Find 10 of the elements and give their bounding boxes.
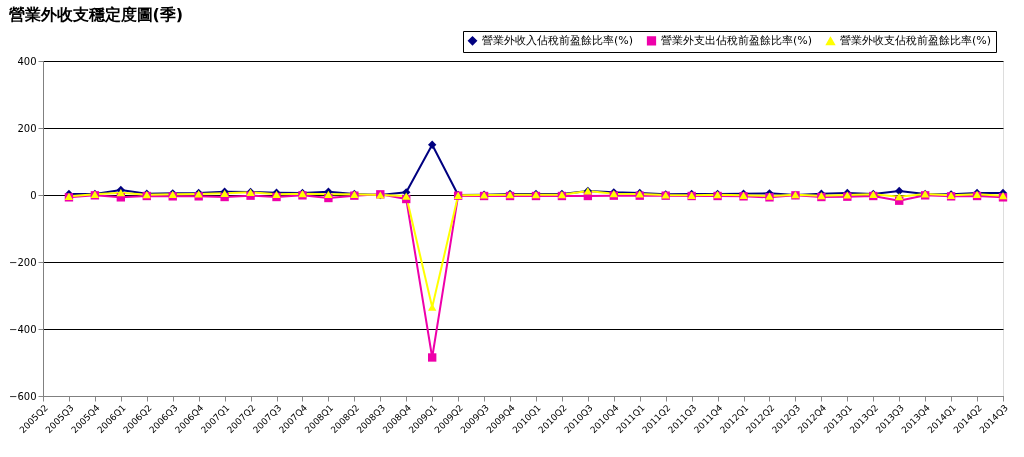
y-tick-label: 0: [30, 189, 37, 201]
legend-label: 營業外支出佔稅前盈餘比率(%): [661, 33, 813, 47]
legend-label: 營業外收支佔稅前盈餘比率(%): [840, 34, 992, 48]
legend-label: 營業外收入佔稅前盈餘比率(%): [482, 33, 634, 47]
y-tick-label: −200: [9, 256, 37, 268]
chart-title: 營業外收支穩定度圖(季): [8, 4, 184, 24]
y-tick-label: −600: [9, 390, 37, 402]
y-tick-label: −400: [9, 323, 37, 335]
y-tick-label: 400: [17, 55, 37, 67]
y-tick-label: 200: [17, 122, 37, 134]
